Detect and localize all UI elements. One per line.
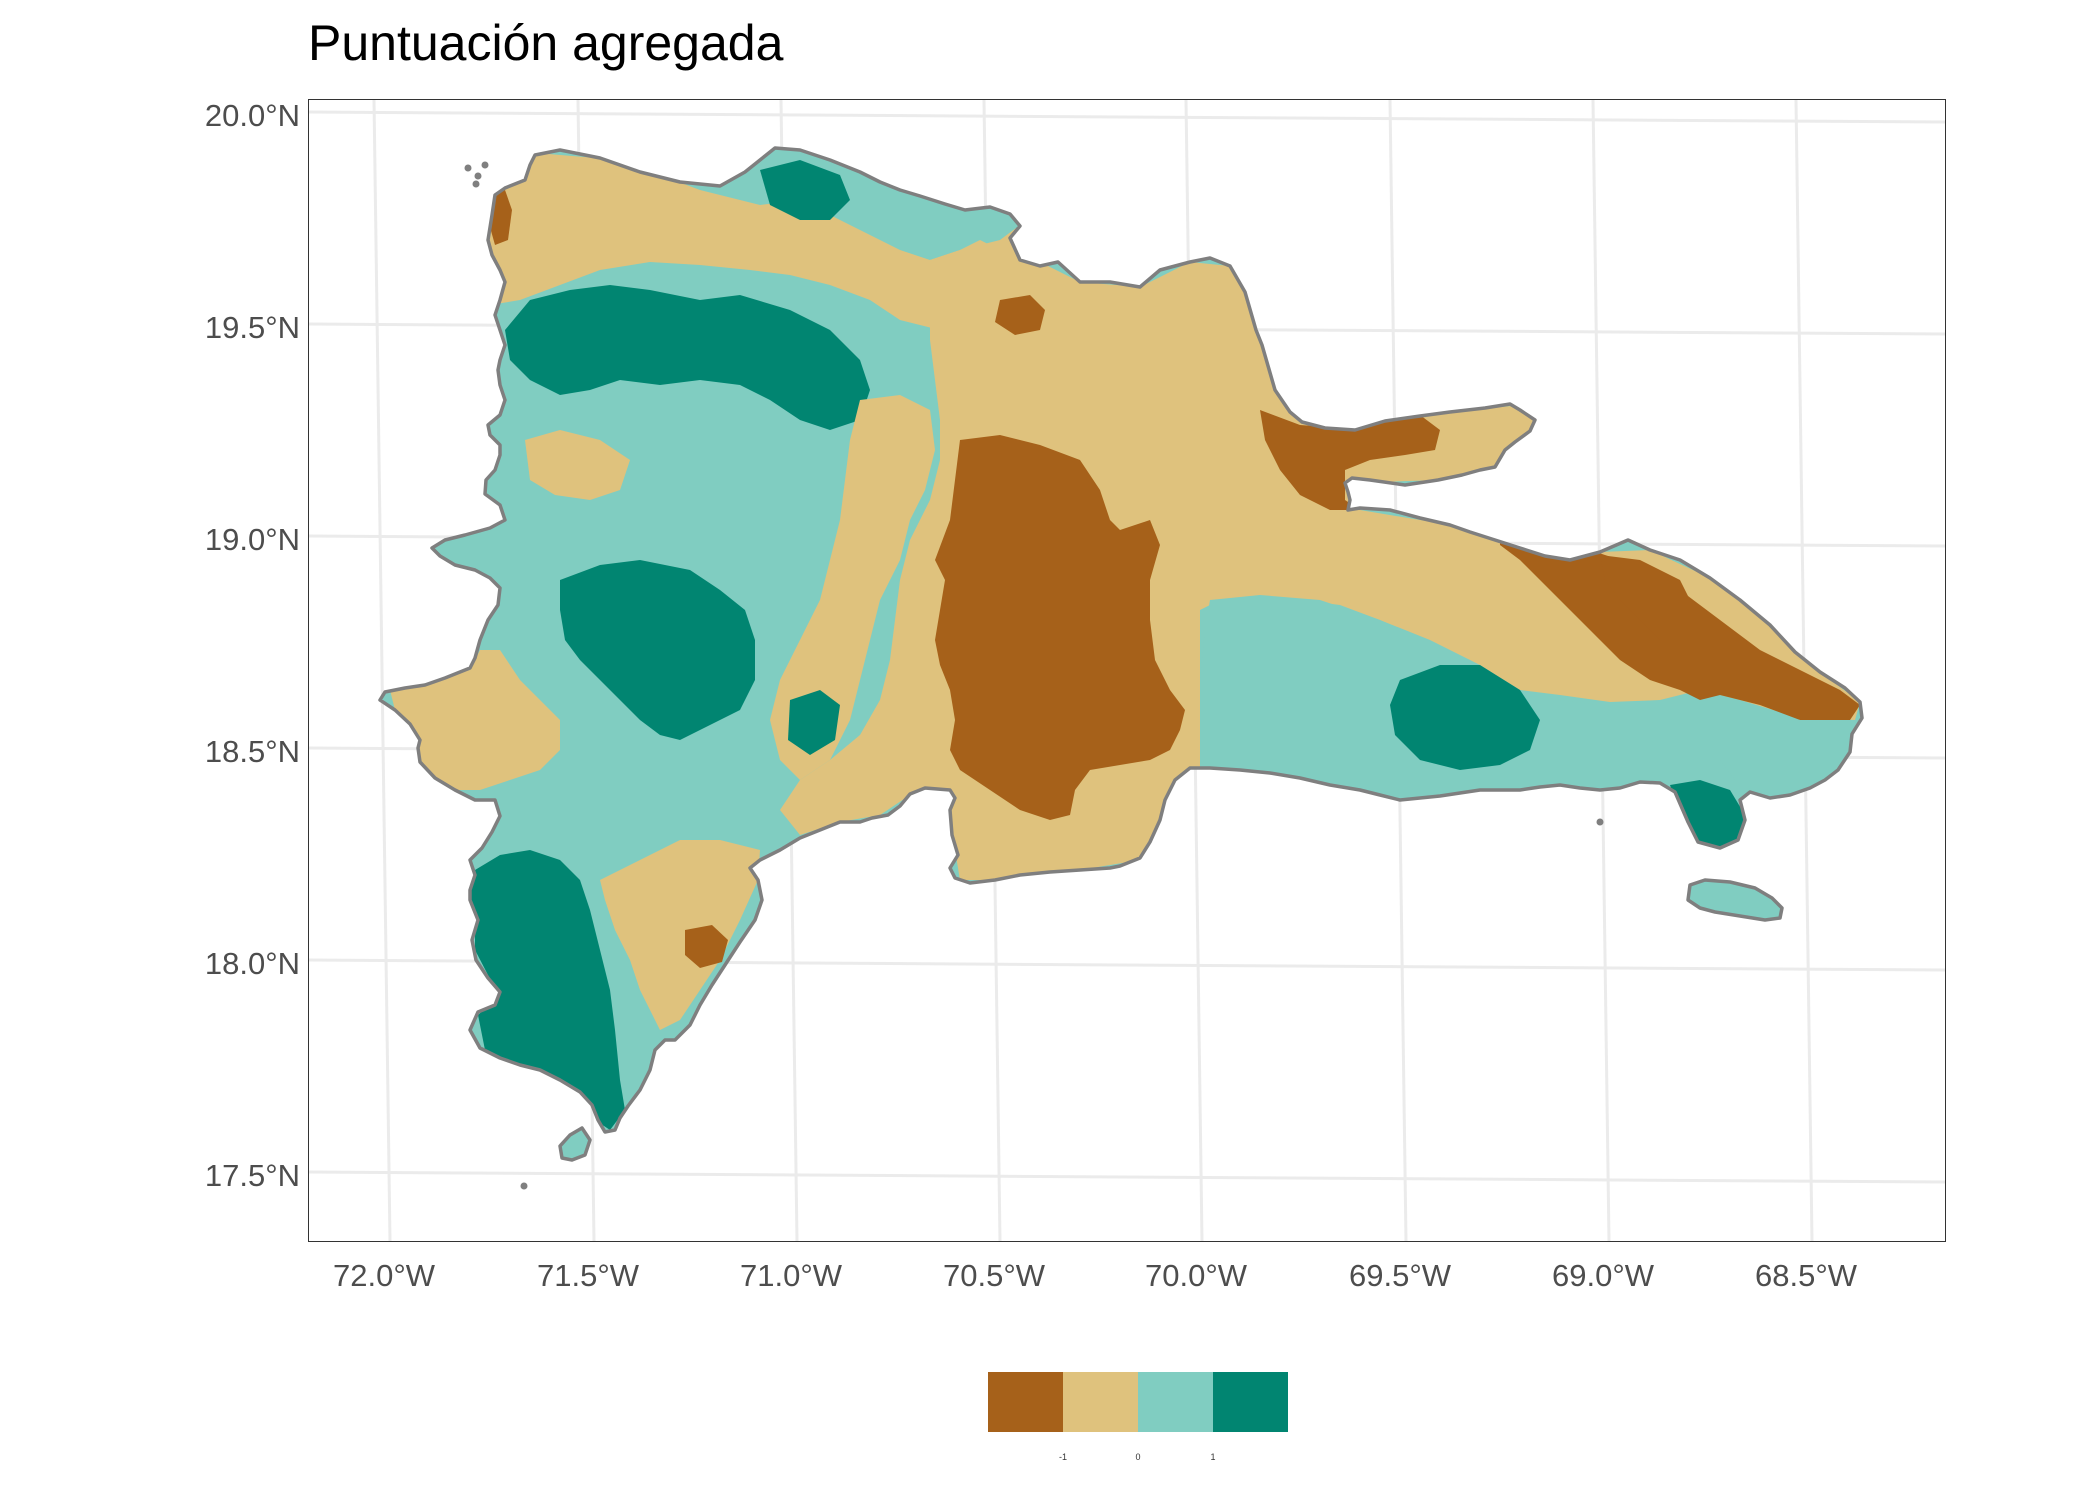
color-legend <box>988 1372 1288 1432</box>
score-region <box>1260 410 1440 510</box>
coastline <box>378 146 1864 1134</box>
score-region <box>995 295 1045 335</box>
score-region <box>1670 780 1745 848</box>
grid-line-lat <box>309 1170 1945 1184</box>
y-tick-label: 17.5°N <box>204 1158 300 1193</box>
map-title: Puntuación agregada <box>308 15 784 71</box>
score-region <box>760 160 850 220</box>
score-region <box>390 650 560 790</box>
y-tick-label: 18.0°N <box>204 946 300 981</box>
score-region <box>525 430 630 500</box>
islet <box>1596 818 1604 826</box>
islet <box>472 180 480 188</box>
x-tick-label: 69.5°W <box>1349 1258 1451 1293</box>
x-tick-label: 68.5°W <box>1755 1258 1857 1293</box>
legend-label: 0 <box>1135 1452 1141 1462</box>
y-tick-label: 19.0°N <box>204 522 300 557</box>
x-tick-label: 70.5°W <box>943 1258 1045 1293</box>
coastline <box>558 1126 592 1162</box>
score-regions <box>380 148 1862 1160</box>
score-region <box>685 925 728 968</box>
legend-label: 1 <box>1210 1452 1216 1462</box>
legend-swatch <box>1063 1372 1138 1432</box>
score-region <box>1390 665 1540 770</box>
y-tick-label: 20.0°N <box>204 98 300 133</box>
x-tick-label: 69.0°W <box>1552 1258 1654 1293</box>
legend-swatch <box>988 1372 1063 1432</box>
legend-label: -1 <box>1058 1452 1068 1462</box>
coastline-outline <box>378 146 1864 1190</box>
x-tick-label: 71.0°W <box>740 1258 842 1293</box>
score-region <box>560 560 755 740</box>
score-region <box>505 285 870 430</box>
x-tick-label: 70.0°W <box>1145 1258 1247 1293</box>
score-region <box>935 435 1185 820</box>
score-region <box>600 840 760 1030</box>
score-region <box>480 150 1020 330</box>
score-region <box>788 690 840 755</box>
grid-line-lon <box>372 100 392 1241</box>
grid-line-lat <box>309 110 1945 124</box>
islet <box>464 164 472 172</box>
legend-swatch <box>1138 1372 1213 1432</box>
x-tick-label: 71.5°W <box>537 1258 639 1293</box>
islet <box>520 1182 528 1190</box>
y-tick-label: 18.5°N <box>204 734 300 769</box>
coastline <box>1686 878 1784 922</box>
x-tick-label: 72.0°W <box>333 1258 435 1293</box>
score-region <box>770 395 935 780</box>
score-region <box>1715 712 1850 798</box>
islet <box>481 161 489 169</box>
islet <box>474 172 482 180</box>
score-region <box>1600 555 1700 640</box>
legend-swatch <box>1213 1372 1288 1432</box>
y-tick-label: 19.5°N <box>204 310 300 345</box>
